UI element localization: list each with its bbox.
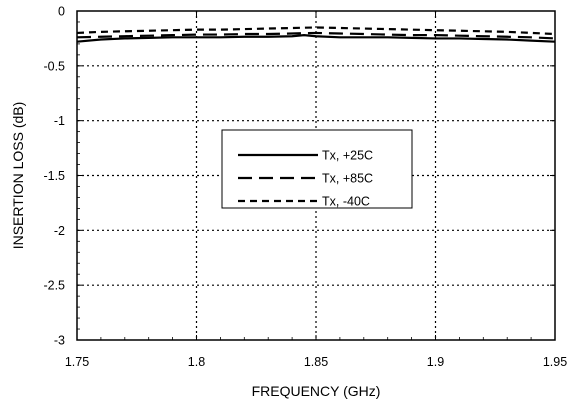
- legend-label-tx-25c: Tx, +25C: [322, 149, 373, 163]
- legend-box: [221, 129, 413, 209]
- series-line-0: [76, 34, 556, 43]
- y-axis-title: INSERTION LOSS (dB): [10, 102, 26, 250]
- series-line-2: [76, 26, 556, 36]
- y-tick-label: -3: [54, 334, 65, 348]
- x-tick-label: 1.75: [65, 355, 89, 369]
- tick-labels: 1.75 1.8 1.85 1.9 1.95 0 -0.5 -1 -1.5 -2 -2.5 -3: [43, 5, 567, 370]
- legend-label-tx-minus40c: Tx, -40C: [322, 195, 370, 209]
- y-tick-label: -2: [54, 224, 65, 238]
- series-line-1: [76, 31, 556, 40]
- series-lines: [76, 26, 556, 43]
- y-tick-label: -2.5: [43, 279, 65, 293]
- x-tick-label: 1.85: [304, 355, 328, 369]
- x-tick-label: 1.8: [188, 355, 205, 369]
- axis-ticks: [76, 10, 556, 341]
- y-tick-label: -1: [54, 114, 65, 128]
- y-tick-label: -1.5: [43, 169, 65, 183]
- x-tick-label: 1.9: [427, 355, 444, 369]
- legend-label-tx-85c: Tx, +85C: [322, 172, 373, 186]
- legend: Tx, +25C Tx, +85C Tx, -40C: [221, 129, 413, 209]
- x-tick-label: 1.95: [543, 355, 567, 369]
- x-axis-title: FREQUENCY (GHz): [252, 383, 381, 399]
- y-tick-label: -0.5: [43, 59, 65, 73]
- y-tick-label: 0: [58, 5, 65, 19]
